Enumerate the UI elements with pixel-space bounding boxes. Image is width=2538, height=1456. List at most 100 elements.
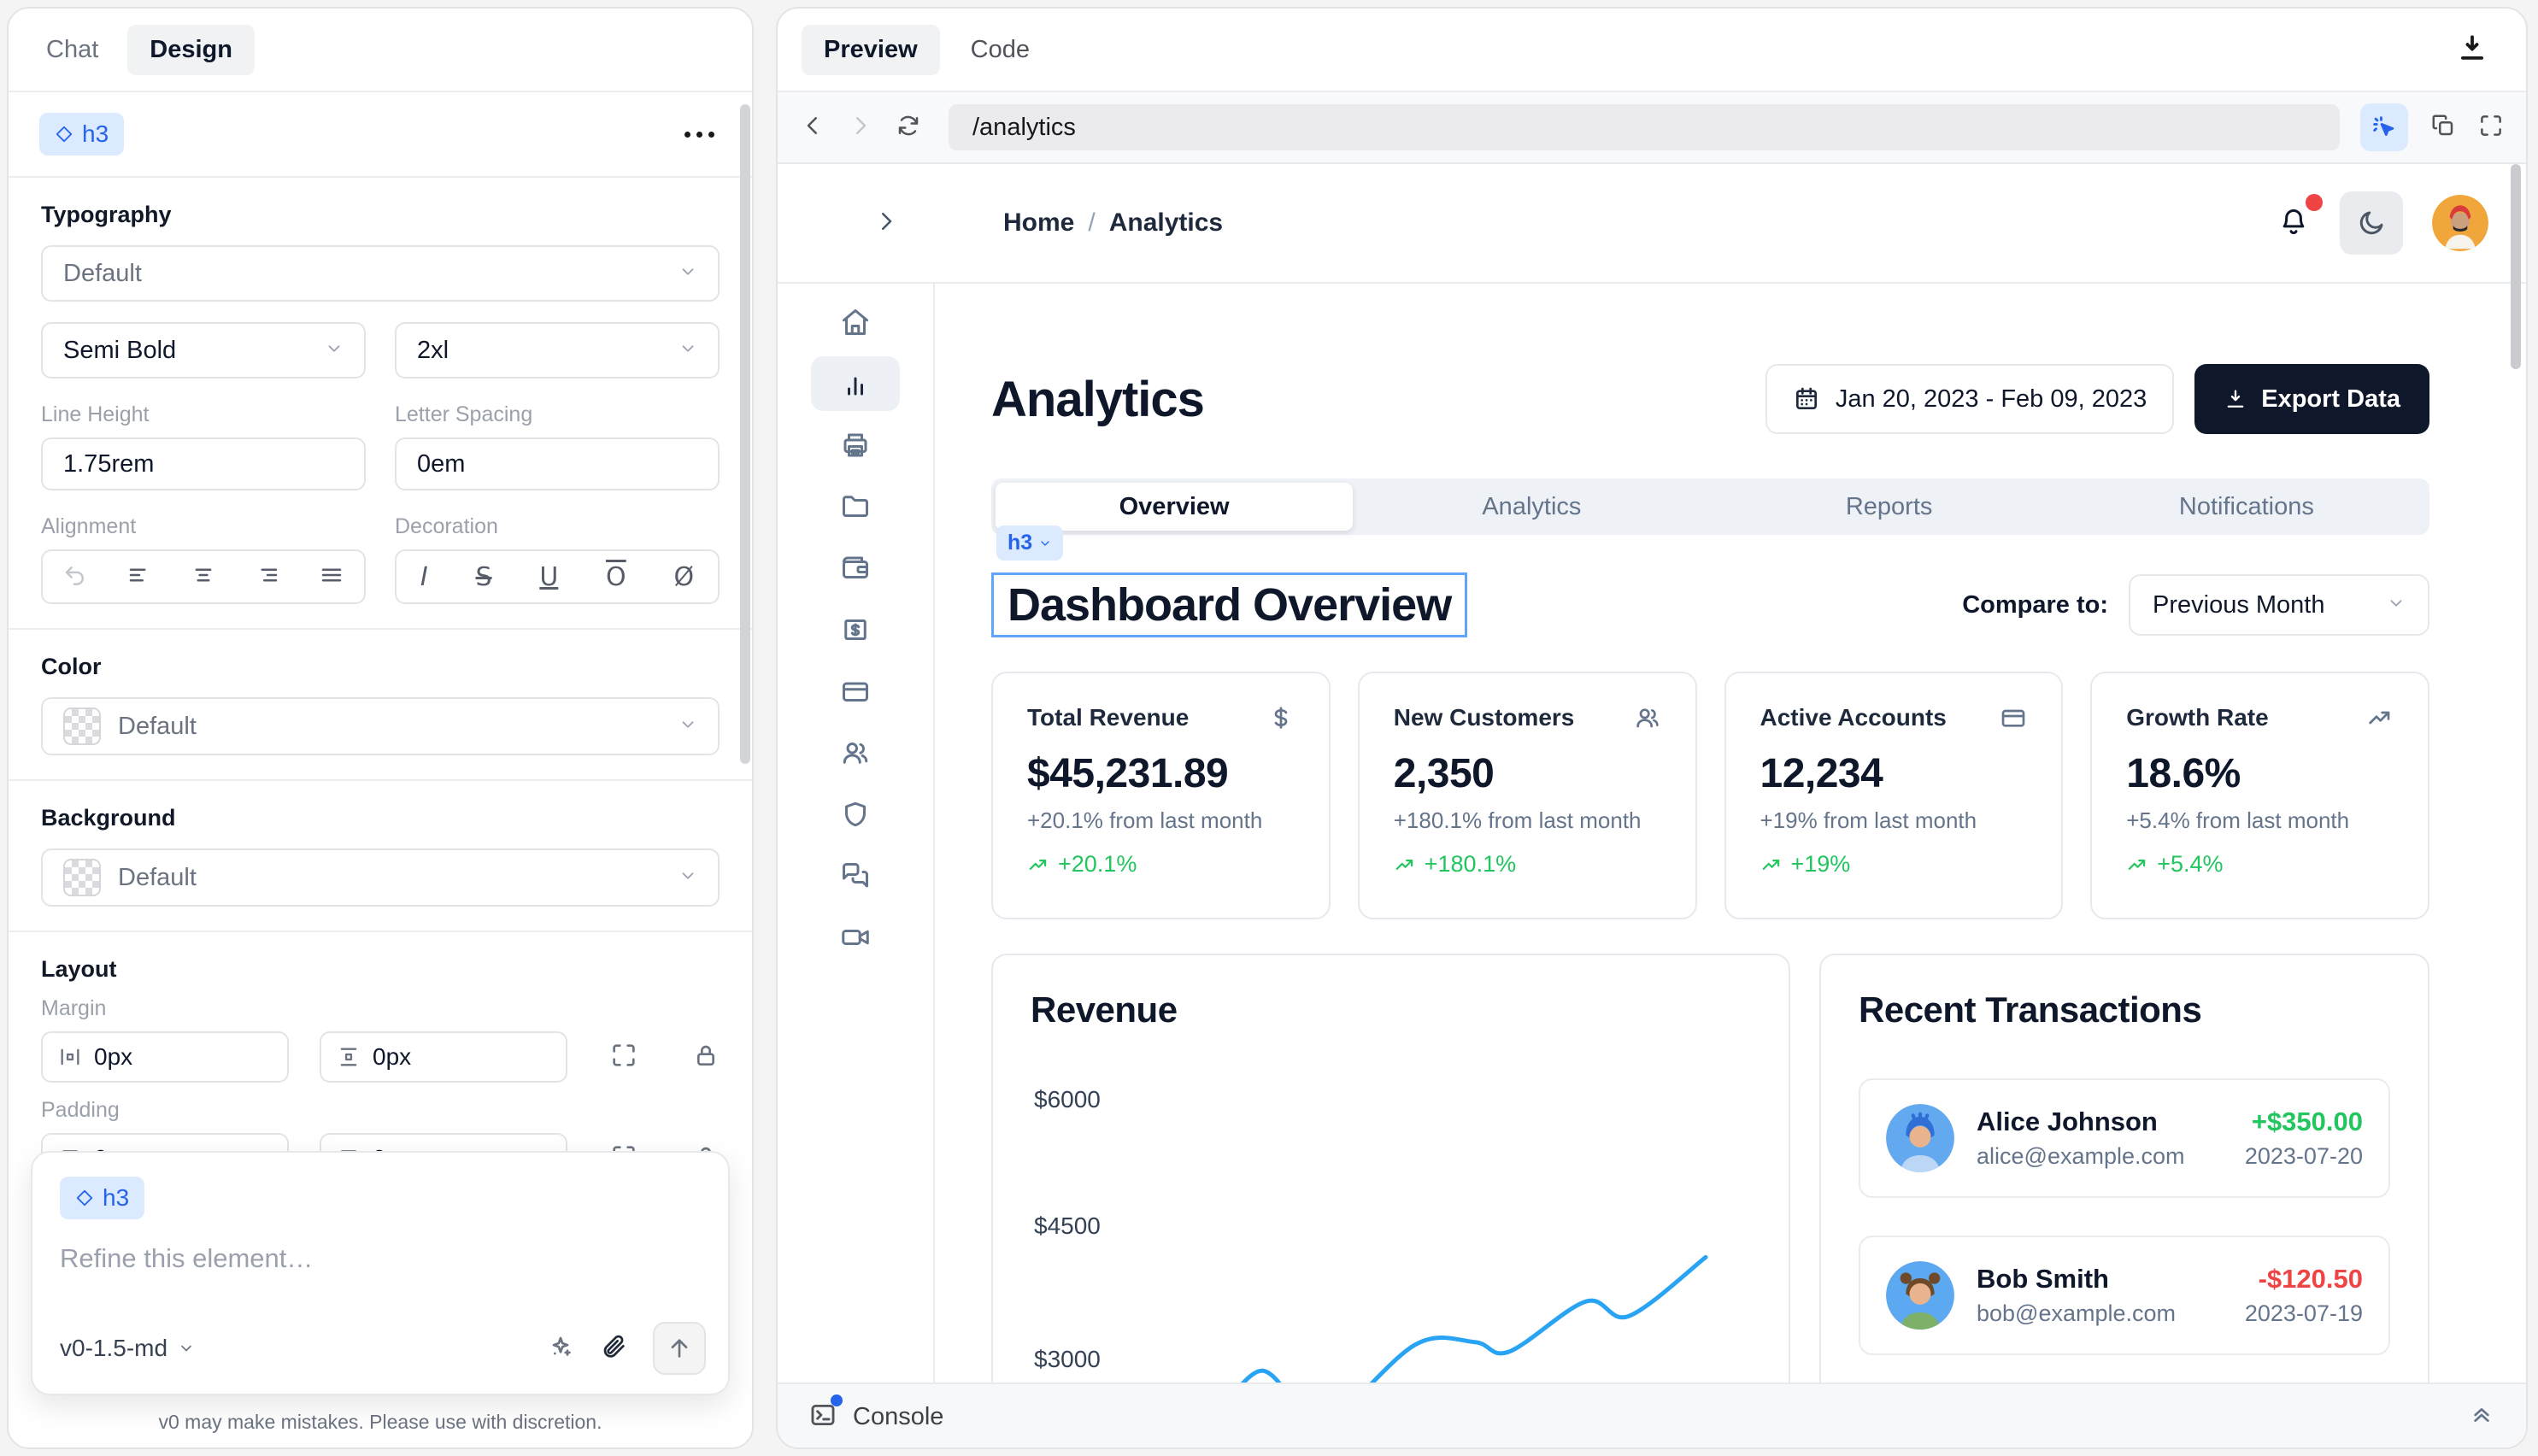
undo-icon[interactable]: [62, 562, 88, 592]
sidebar-item-video[interactable]: [811, 910, 900, 965]
sidebar-item-wallet[interactable]: [811, 541, 900, 596]
trending-up-icon: [1762, 859, 1779, 870]
folder-icon: [843, 496, 868, 517]
paperclip-icon[interactable]: [600, 1333, 627, 1365]
transaction-row[interactable]: Bob Smith bob@example.com -$120.50 2023-…: [1859, 1236, 2390, 1355]
selected-element-badge[interactable]: h3: [39, 113, 125, 156]
tab-analytics[interactable]: Analytics: [1482, 492, 1582, 520]
sidebar-toggle-button[interactable]: [873, 208, 899, 238]
background-section: Background Default: [9, 781, 752, 932]
refine-element-badge[interactable]: h3: [60, 1177, 145, 1219]
left-panel-tabs: Chat Design: [9, 9, 752, 92]
color-select[interactable]: Default: [41, 697, 720, 755]
transaction-row[interactable]: Alice Johnson alice@example.com +$350.00…: [1859, 1078, 2390, 1198]
sidebar-item-analytics[interactable]: [811, 356, 900, 411]
sidebar-item-files[interactable]: [811, 479, 900, 534]
background-select[interactable]: Default: [41, 848, 720, 907]
svg-text:$4500: $4500: [1034, 1212, 1101, 1239]
margin-x-input[interactable]: 0px: [41, 1031, 289, 1083]
chevron-down-icon: [2387, 591, 2406, 619]
refine-input[interactable]: [60, 1243, 701, 1295]
left-panel-scrollbar[interactable]: [740, 104, 750, 764]
tab-design[interactable]: Design: [127, 24, 255, 75]
tab-code[interactable]: Code: [970, 35, 1030, 63]
console-bar[interactable]: Console: [778, 1383, 2526, 1447]
sidebar-item-security[interactable]: [811, 787, 900, 842]
preview-scrollbar[interactable]: [2511, 164, 2521, 369]
video-icon: [842, 930, 869, 945]
model-select[interactable]: v0-1.5-md: [60, 1335, 195, 1362]
chevron-down-icon: [679, 713, 697, 741]
expand-padding-button[interactable]: [610, 1143, 637, 1175]
forward-button[interactable]: [848, 113, 873, 143]
align-center-icon[interactable]: [191, 562, 216, 592]
url-bar[interactable]: [949, 104, 2340, 150]
background-title: Background: [41, 805, 176, 831]
export-data-button[interactable]: Export Data: [2194, 364, 2429, 434]
breadcrumb: Home / Analytics: [1003, 208, 1223, 238]
date-range-picker[interactable]: Jan 20, 2023 - Feb 09, 2023: [1765, 364, 2175, 434]
element-menu-button[interactable]: [684, 131, 714, 138]
refresh-button[interactable]: [896, 113, 921, 143]
sidebar-item-billing[interactable]: [811, 602, 900, 657]
theme-toggle-button[interactable]: [2340, 191, 2403, 255]
revenue-chart-title: Revenue: [1031, 989, 1178, 1030]
align-right-icon[interactable]: [255, 562, 280, 592]
preview-browser-bar: [778, 92, 2526, 164]
transparent-swatch-icon: [63, 707, 101, 745]
alignment-label: Alignment: [41, 514, 137, 538]
sidebar-item-messages[interactable]: [811, 848, 900, 903]
underline-icon[interactable]: U: [539, 561, 559, 592]
overline-icon[interactable]: O: [606, 561, 626, 592]
sparkles-icon[interactable]: [547, 1333, 574, 1365]
italic-icon[interactable]: I: [420, 561, 428, 592]
moon-icon: [2359, 211, 2383, 235]
tab-chat[interactable]: Chat: [46, 35, 99, 63]
margin-y-input[interactable]: 0px: [320, 1031, 567, 1083]
dollar-icon: [1274, 707, 1288, 729]
sidebar-item-invoices[interactable]: [811, 418, 900, 473]
margin-horizontal-icon: [61, 1048, 79, 1066]
no-decoration-icon[interactable]: Ø: [673, 561, 695, 592]
chevrons-up-icon[interactable]: [2468, 1401, 2495, 1433]
chevron-down-icon: [679, 260, 697, 288]
expand-margin-button[interactable]: [610, 1042, 637, 1073]
font-family-select[interactable]: Default: [41, 245, 720, 302]
svg-text:$6000: $6000: [1034, 1086, 1101, 1113]
back-button[interactable]: [800, 113, 825, 143]
align-left-icon[interactable]: [126, 562, 152, 592]
shield-icon: [845, 801, 866, 827]
tab-preview[interactable]: Preview: [802, 24, 940, 75]
breadcrumb-current: Analytics: [1108, 208, 1224, 237]
section-title-selected[interactable]: Dashboard Overview: [991, 572, 1468, 637]
stat-card-total-revenue: Total Revenue $45,231.89 +20.1% from las…: [991, 672, 1331, 919]
font-size-select[interactable]: 2xl: [395, 322, 720, 379]
copy-button[interactable]: [2430, 113, 2456, 143]
sidebar-item-cards[interactable]: [811, 664, 900, 719]
line-height-input[interactable]: 1.75rem: [41, 437, 366, 490]
sidebar-item-customers[interactable]: [811, 725, 900, 780]
fullscreen-button[interactable]: [2478, 113, 2504, 143]
recent-transactions-card: Recent Transactions Alice Johnson alice@…: [1819, 954, 2429, 1447]
lock-margin-button[interactable]: [692, 1042, 720, 1073]
strikethrough-icon[interactable]: S: [475, 561, 492, 592]
margin-label: Margin: [41, 996, 107, 1020]
tab-overview[interactable]: Overview: [996, 483, 1354, 531]
select-element-mode-button[interactable]: [2360, 103, 2408, 151]
align-justify-icon[interactable]: [319, 562, 344, 592]
user-avatar[interactable]: [2432, 195, 2488, 251]
url-input[interactable]: [949, 113, 2340, 142]
breadcrumb-home[interactable]: Home: [1003, 208, 1075, 237]
selected-element-tag[interactable]: h3: [996, 525, 1064, 561]
chevron-down-icon: [181, 1345, 191, 1352]
compare-select[interactable]: Previous Month: [2129, 574, 2429, 636]
font-weight-select[interactable]: Semi Bold: [41, 322, 366, 379]
notifications-button[interactable]: [2277, 193, 2323, 243]
letter-spacing-input[interactable]: 0em: [395, 437, 720, 490]
dashboard-main: Analytics Jan 20, 2023 - Feb 09, 2023 Ex…: [935, 284, 2526, 1447]
submit-prompt-button[interactable]: [653, 1322, 706, 1375]
download-button[interactable]: [2456, 32, 2488, 68]
sidebar-item-home[interactable]: [811, 295, 900, 349]
tab-reports[interactable]: Reports: [1845, 492, 1933, 520]
tab-notifications[interactable]: Notifications: [2178, 492, 2314, 520]
